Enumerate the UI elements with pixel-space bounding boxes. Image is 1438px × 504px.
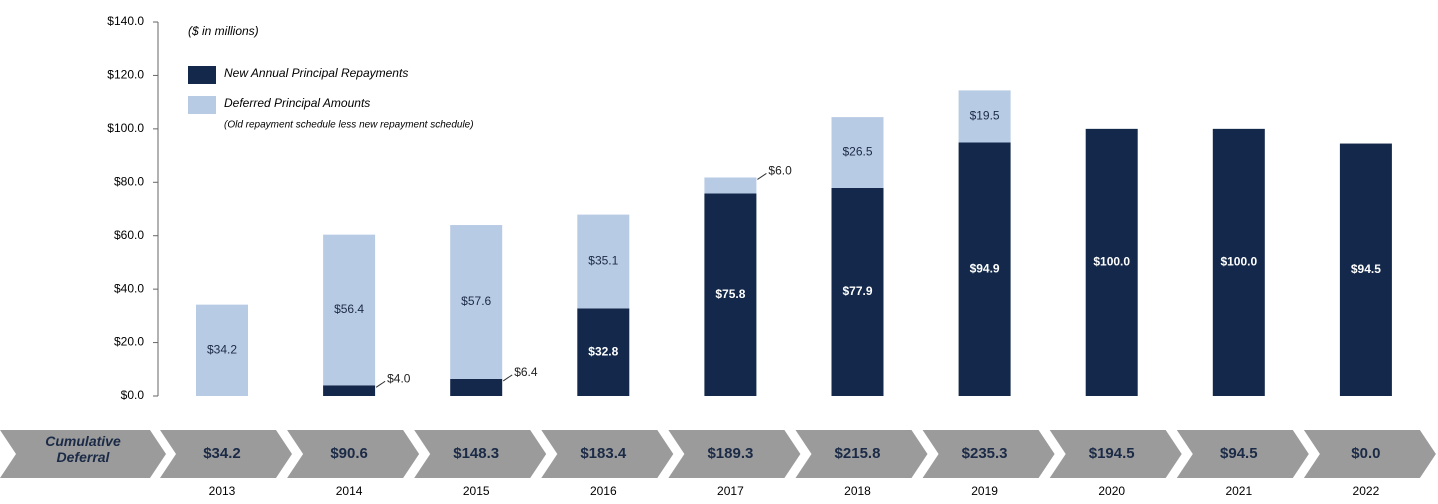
value-label: $94.5	[1351, 262, 1381, 276]
cumulative-value: $90.6	[330, 445, 368, 462]
x-tick-label: 2014	[336, 484, 363, 498]
cumulative-chevron	[668, 430, 801, 478]
value-label: $6.0	[768, 164, 792, 178]
value-label: $6.4	[514, 365, 538, 379]
value-label: $75.8	[715, 287, 745, 301]
cumulative-chevron	[795, 430, 928, 478]
y-tick-label: $140.0	[107, 14, 144, 28]
y-tick-label: $120.0	[107, 68, 144, 82]
value-label: $77.9	[842, 284, 872, 298]
bar-segment	[1212, 128, 1265, 396]
bar-segment	[704, 193, 757, 396]
leader-line	[375, 380, 386, 388]
y-tick-label: $60.0	[114, 228, 144, 242]
cumulative-value: $183.4	[580, 445, 627, 462]
value-label: $19.5	[970, 109, 1000, 123]
value-label: $34.2	[207, 342, 237, 356]
x-tick-label: 2017	[717, 484, 744, 498]
x-tick-label: 2018	[844, 484, 871, 498]
y-tick-label: $80.0	[114, 174, 144, 188]
y-tick-label: $0.0	[121, 388, 145, 402]
value-label: $100.0	[1093, 255, 1130, 269]
x-tick-label: 2020	[1098, 484, 1125, 498]
value-label: $94.9	[970, 261, 1000, 275]
cumulative-chevron	[922, 430, 1055, 478]
legend-swatch	[188, 66, 216, 84]
cumulative-chevron	[1176, 430, 1309, 478]
x-tick-label: 2016	[590, 484, 617, 498]
value-label: $35.1	[588, 254, 618, 268]
cumulative-label-chevron	[0, 430, 166, 478]
x-tick-label: 2015	[463, 484, 490, 498]
cumulative-value: $0.0	[1351, 445, 1380, 462]
bar-segment	[1339, 143, 1392, 396]
x-tick-label: 2022	[1353, 484, 1380, 498]
bar-segment	[323, 234, 376, 386]
value-label: $100.0	[1220, 255, 1257, 269]
y-tick-label: $100.0	[107, 121, 144, 135]
bar-segment	[450, 378, 503, 396]
bar-segment	[831, 117, 884, 188]
cumulative-label: Cumulative Deferral	[45, 433, 121, 465]
bar-segment	[577, 214, 630, 309]
bar-segment	[450, 225, 503, 379]
cumulative-value: $148.3	[453, 445, 499, 462]
cumulative-chevron	[1303, 430, 1436, 478]
leader-line	[502, 374, 513, 382]
y-tick-label: $20.0	[114, 335, 144, 349]
cumulative-value: $189.3	[707, 445, 753, 462]
value-label: $32.8	[588, 344, 618, 358]
bar-segment	[196, 304, 248, 396]
bar-segment	[577, 308, 630, 396]
x-tick-label: 2019	[971, 484, 998, 498]
legend-label: New Annual Principal Repayments	[224, 66, 408, 80]
bar-segment	[704, 177, 757, 194]
value-label: $57.6	[461, 294, 491, 308]
cumulative-value: $194.5	[1089, 445, 1135, 462]
x-tick-label: 2021	[1225, 484, 1252, 498]
cumulative-value: $215.8	[835, 445, 881, 462]
bar-segment	[1085, 128, 1138, 396]
cumulative-chevron	[287, 430, 420, 478]
value-label: $26.5	[842, 145, 872, 159]
bar-segment	[958, 90, 1011, 143]
value-label: $56.4	[334, 302, 364, 316]
cumulative-chevron	[160, 430, 292, 478]
legend-label: Deferred Principal Amounts	[224, 96, 370, 110]
bar-segment	[323, 385, 376, 396]
leader-line	[757, 173, 767, 180]
cumulative-chevron	[541, 430, 674, 478]
cumulative-value: $235.3	[962, 445, 1008, 462]
legend-note: (Old repayment schedule less new repayme…	[224, 120, 474, 131]
value-label: $4.0	[387, 371, 411, 385]
bar-segment	[958, 142, 1011, 396]
cumulative-value: $34.2	[203, 445, 241, 462]
y-tick-label: $40.0	[114, 281, 144, 295]
cumulative-value: $94.5	[1220, 445, 1258, 462]
cumulative-chevron	[1049, 430, 1182, 478]
bar-segment	[831, 187, 884, 396]
x-tick-label: 2013	[209, 484, 236, 498]
cumulative-chevron	[414, 430, 547, 478]
subtitle: ($ in millions)	[188, 24, 259, 38]
legend-swatch	[188, 96, 216, 114]
